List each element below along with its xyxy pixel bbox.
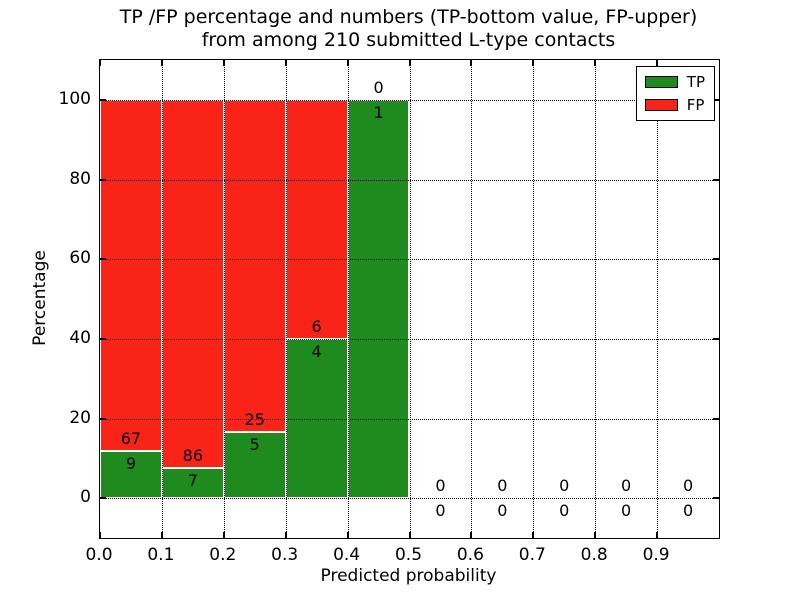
x-tick-mark-top	[346, 60, 349, 66]
legend-entry: TP	[644, 72, 705, 91]
bar-count-label-fp: 67	[120, 429, 142, 448]
x-tick-mark	[346, 532, 349, 538]
x-axis-label: Predicted probability	[320, 566, 497, 586]
x-tick-mark-top	[532, 60, 535, 66]
y-tick-mark-right	[713, 98, 719, 101]
gridline-vertical	[223, 60, 225, 538]
bar-count-label-tp: 4	[311, 341, 322, 361]
bar-count-label-fp: 0	[497, 476, 508, 496]
x-tick-label: 0.5	[394, 545, 423, 565]
x-tick-mark	[408, 532, 411, 538]
gridline-vertical	[657, 60, 659, 538]
gridline-vertical	[161, 60, 163, 538]
x-tick-mark	[99, 532, 101, 538]
chart-title-line1: TP /FP percentage and numbers (TP-bottom…	[119, 6, 698, 28]
y-tick-label: 100	[58, 88, 91, 109]
y-tick-mark-right	[713, 337, 719, 340]
x-tick-mark	[532, 532, 535, 538]
x-tick-mark	[594, 532, 597, 538]
y-tick-mark	[100, 417, 106, 420]
y-tick-mark	[100, 178, 106, 181]
gridline-vertical	[533, 60, 535, 538]
gridline-vertical	[471, 60, 473, 538]
x-tick-label: 0.7	[518, 545, 546, 565]
y-tick-mark	[100, 258, 106, 261]
x-tick-label: 0.6	[456, 545, 484, 565]
x-tick-mark	[284, 532, 287, 538]
y-tick-label: 0	[80, 487, 91, 508]
chart-title-line2: from among 210 submitted L-type contacts	[201, 29, 616, 51]
x-tick-mark-top	[656, 60, 659, 66]
x-tick-label: 0.3	[271, 545, 299, 565]
bar-count-label-fp: 0	[373, 77, 384, 97]
bar-count-label-tp: 7	[187, 471, 198, 491]
gridline-vertical	[347, 60, 349, 538]
bar-segment-tp	[347, 99, 410, 499]
y-tick-mark	[100, 337, 106, 340]
y-tick-mark	[100, 497, 106, 500]
bar-count-label-tp: 1	[373, 102, 384, 122]
legend: TP FP	[635, 66, 715, 121]
y-tick-mark-right	[713, 417, 719, 420]
x-tick-label: 0.2	[209, 545, 237, 565]
bar-count-label-tp: 5	[249, 434, 260, 454]
bar-count-label-tp: 9	[125, 454, 137, 473]
x-tick-label: 0.9	[642, 545, 670, 565]
gridline-vertical	[409, 60, 411, 538]
y-tick-mark-right	[713, 178, 719, 181]
bar-count-label-fp: 25	[244, 409, 265, 429]
x-tick-label: 0.4	[333, 545, 361, 565]
x-tick-mark	[656, 532, 659, 538]
bar-segment-tp	[100, 451, 162, 499]
x-tick-mark	[160, 532, 163, 538]
x-tick-mark-top	[160, 60, 163, 66]
chart-title: TP /FP percentage and numbers (TP-bottom…	[99, 6, 718, 52]
bar-count-label-tp: 0	[621, 501, 632, 521]
y-tick-label: 20	[69, 407, 91, 428]
x-tick-mark	[470, 532, 473, 538]
x-tick-mark	[222, 532, 225, 538]
bar-segment-fp	[161, 99, 224, 469]
bar-count-label-fp: 0	[682, 476, 694, 496]
gridline-vertical	[285, 60, 287, 538]
y-tick-label: 60	[69, 248, 91, 269]
legend-swatch-tp	[644, 76, 678, 88]
bar-segment-fp	[285, 99, 348, 339]
gridline-vertical	[595, 60, 597, 538]
bar-count-label-fp: 86	[182, 446, 204, 466]
x-tick-label: 0.8	[580, 545, 608, 565]
x-tick-mark-top	[222, 60, 225, 66]
bar-count-label-fp: 0	[559, 476, 570, 496]
bar-count-label-tp: 0	[559, 501, 570, 521]
y-tick-label: 80	[69, 168, 91, 189]
x-tick-label: 0.0	[85, 545, 113, 565]
y-tick-mark-right	[713, 497, 719, 500]
bar-count-label-tp: 0	[497, 501, 508, 521]
y-tick-label: 40	[69, 327, 91, 348]
x-tick-mark-top	[284, 60, 287, 66]
x-tick-mark-top	[470, 60, 473, 66]
legend-swatch-fp	[644, 99, 678, 111]
legend-label: TP	[686, 72, 705, 91]
bar-count-label-tp: 0	[435, 501, 446, 521]
legend-entry: FP	[644, 95, 705, 114]
bar-count-label-tp: 0	[682, 501, 694, 521]
bar-count-label-fp: 0	[621, 476, 632, 496]
x-tick-mark-top	[594, 60, 597, 66]
bar-segment-fp	[100, 99, 162, 451]
plot-area: 67 9 86 7 25 5 6 4 0 1 0 0 0 0 0 0 0 0 0 0 TP FP	[99, 59, 720, 539]
x-tick-mark-top	[99, 60, 101, 66]
x-tick-mark-top	[408, 60, 411, 66]
legend-label: FP	[686, 95, 705, 114]
x-tick-label: 0.1	[147, 545, 175, 565]
bar-count-label-fp: 0	[435, 476, 446, 496]
bar-count-label-fp: 6	[311, 316, 322, 336]
y-tick-mark	[100, 98, 106, 101]
bar-segment-fp	[223, 99, 286, 432]
y-tick-mark-right	[713, 258, 719, 261]
